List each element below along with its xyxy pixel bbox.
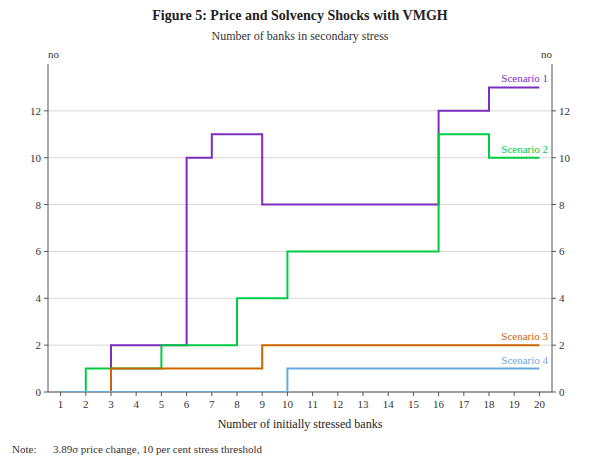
y-tick-label: 0 [36,386,42,398]
x-tick [211,392,212,396]
y-tick [44,251,48,252]
x-tick [438,392,439,396]
lines [61,87,540,392]
x-tick-label: 4 [133,398,139,410]
series-label: Scenario 4 [501,354,548,366]
y-tick-label: 12 [30,105,41,117]
y2-tick-label: 6 [559,245,565,257]
line-labels: Scenario 1 Scenario 2 Scenario 3 Scenario 4 [501,72,548,365]
y2-tick [552,251,556,252]
y2-tick-label: 12 [559,105,570,117]
x-tick-label: 13 [358,398,370,410]
x-tick-label: 5 [159,398,165,410]
x-tick [539,392,540,396]
x-tick [237,392,238,396]
x-tick-label: 6 [184,398,190,410]
grid-line [48,157,552,158]
y-tick-label: 10 [30,152,42,164]
note: Note: 3.89σ price change, 10 per cent st… [12,443,262,455]
x-tick [111,392,112,396]
y2-tick [552,392,556,393]
y-tick-label: 8 [36,199,42,211]
series-line [61,369,540,392]
x-tick [136,392,137,396]
x-tick-label: 10 [282,398,294,410]
axes: 0246810120246810121234567891011121314151… [30,64,571,410]
y-tick [44,110,48,111]
y2-axis-label: no [541,48,553,60]
y2-tick [552,110,556,111]
x-axis-label: Number of initially stressed banks [218,417,383,431]
x-tick-label: 16 [433,398,445,410]
series-label: Scenario 1 [501,72,548,84]
y-axis-label: no [48,48,60,60]
subtitle: Number of banks in secondary stress [212,29,389,43]
x-tick-label: 19 [509,398,521,410]
y2-tick [552,204,556,205]
y-tick [44,392,48,393]
x-tick-label: 15 [408,398,420,410]
x-tick [312,392,313,396]
x-tick-label: 14 [383,398,395,410]
y2-tick-label: 4 [559,292,565,304]
x-tick [161,392,162,396]
x-tick-label: 17 [458,398,470,410]
x-tick-label: 8 [234,398,240,410]
series-line [61,134,540,392]
y-axis-line [48,64,49,392]
x-tick [287,392,288,396]
y2-tick-label: 0 [559,386,565,398]
grid [48,111,552,392]
x-tick-label: 12 [332,398,343,410]
series-label: Scenario 2 [501,143,548,155]
series-label: Scenario 3 [501,330,548,342]
y-tick [44,204,48,205]
x-tick-label: 2 [83,398,89,410]
y2-tick [552,157,556,158]
grid-line [48,298,552,299]
series-line [61,345,540,392]
title: Figure 5: Price and Solvency Shocks with… [152,8,448,23]
x-tick-label: 9 [259,398,265,410]
x-tick [363,392,364,396]
y-tick-label: 6 [36,245,42,257]
x-tick [514,392,515,396]
x-tick [60,392,61,396]
x-tick-label: 11 [307,398,318,410]
y-tick [44,345,48,346]
y-tick-label: 2 [36,339,42,351]
x-tick [413,392,414,396]
y-tick [44,298,48,299]
x-tick [85,392,86,396]
x-tick [489,392,490,396]
chart: Figure 5: Price and Solvency Shocks with… [0,0,600,463]
x-tick-label: 1 [58,398,64,410]
y2-tick [552,345,556,346]
y2-tick-label: 2 [559,339,565,351]
y2-tick [552,298,556,299]
y-tick-label: 4 [36,292,42,304]
y2-axis-line [552,64,553,392]
x-tick [463,392,464,396]
x-tick-label: 7 [209,398,215,410]
y2-tick-label: 10 [559,152,571,164]
x-tick-label: 18 [484,398,496,410]
x-tick [388,392,389,396]
y2-tick-label: 8 [559,199,565,211]
series-line [61,87,540,392]
x-tick-label: 3 [108,398,114,410]
x-tick [186,392,187,396]
x-tick [262,392,263,396]
y-tick [44,157,48,158]
x-tick-label: 20 [534,398,546,410]
x-tick [337,392,338,396]
